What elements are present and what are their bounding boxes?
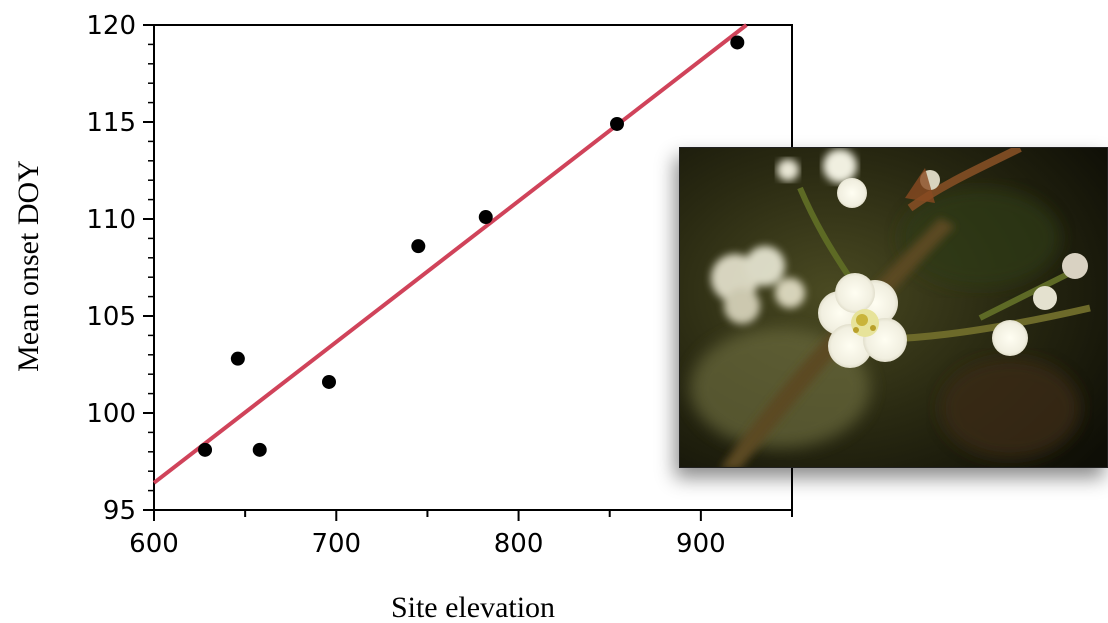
x-tick-label: 700 [311, 529, 361, 559]
y-tick-label: 100 [86, 399, 136, 429]
x-tick-label: 900 [676, 529, 726, 559]
y-tick-label: 105 [86, 302, 136, 332]
y-tick-label: 120 [86, 11, 136, 41]
data-point [730, 35, 745, 50]
x-tick-label: 800 [494, 529, 544, 559]
white-blossom-photo-icon [680, 148, 1107, 467]
x-tick-label: 600 [129, 529, 179, 559]
data-point [478, 210, 493, 225]
data-point [230, 351, 245, 366]
y-axis-title: Mean onset DOY [12, 160, 45, 372]
y-tick-label: 115 [86, 108, 136, 138]
data-point [321, 374, 336, 389]
data-point [411, 239, 426, 254]
flower-photo [679, 147, 1108, 468]
x-axis-title: Site elevation [391, 591, 555, 623]
trend-line [152, 23, 748, 485]
data-point [252, 442, 267, 457]
data-point [198, 442, 213, 457]
y-tick-label: 95 [103, 496, 136, 526]
y-tick-label: 110 [86, 205, 136, 235]
data-point [610, 116, 625, 131]
